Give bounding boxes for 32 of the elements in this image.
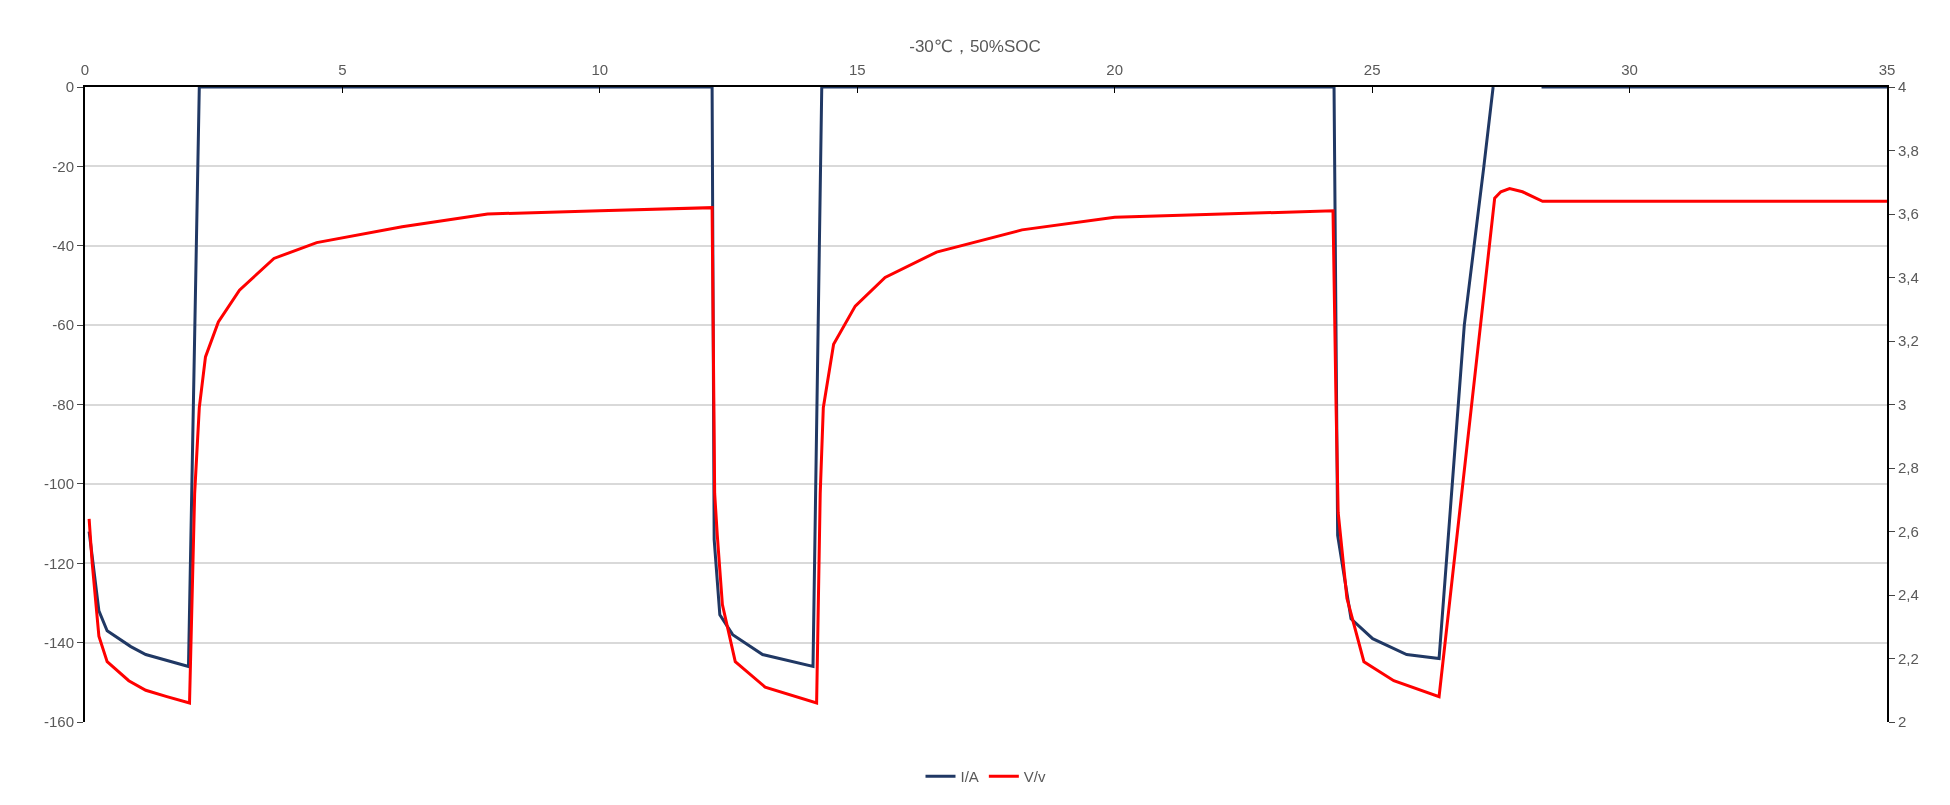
y-tick-label: -20 (52, 157, 74, 175)
line-series (87, 187, 1887, 705)
y2-tick-label: 3 (1898, 395, 1907, 413)
y2-tick-label: 2 (1898, 713, 1907, 731)
y2-tick-label: 2,4 (1898, 586, 1919, 604)
y2-tick-label: 3,4 (1898, 268, 1919, 286)
y-tick-label: -60 (52, 316, 74, 334)
y-tick-label: -100 (43, 475, 74, 493)
chart-title: -30℃，50%SOC (909, 37, 1041, 57)
y2-tick-label: 2,6 (1898, 522, 1919, 540)
legend-label: I/A (960, 768, 979, 786)
y-tick-label: -120 (43, 554, 74, 572)
x-tick-label: 15 (848, 61, 866, 78)
x-tick-label: 30 (1621, 61, 1638, 78)
y2-tick-label: 4 (1898, 78, 1907, 96)
y2-tick-label: 2,8 (1898, 459, 1919, 477)
x-tick-label: 0 (80, 61, 90, 78)
x-tick-label: 35 (1878, 61, 1896, 78)
x-tick-label: 5 (338, 61, 347, 78)
x-tick-label: 10 (591, 61, 609, 78)
y-tick-label: -140 (43, 633, 74, 651)
y-tick-label: -160 (43, 713, 74, 731)
y2-tick-label: 3,8 (1898, 141, 1919, 159)
legend-label: V/v (1023, 768, 1047, 786)
y2-tick-label: 3,6 (1898, 205, 1919, 223)
y2-tick-label: 3,2 (1898, 332, 1919, 350)
y-tick-label: -40 (52, 237, 74, 254)
y-tick-label: 0 (65, 78, 74, 96)
y2-tick-label: 2,2 (1898, 649, 1919, 667)
x-tick-label: 20 (1106, 61, 1124, 78)
y-tick-label: -80 (52, 395, 74, 413)
x-tick-label: 25 (1363, 61, 1381, 78)
